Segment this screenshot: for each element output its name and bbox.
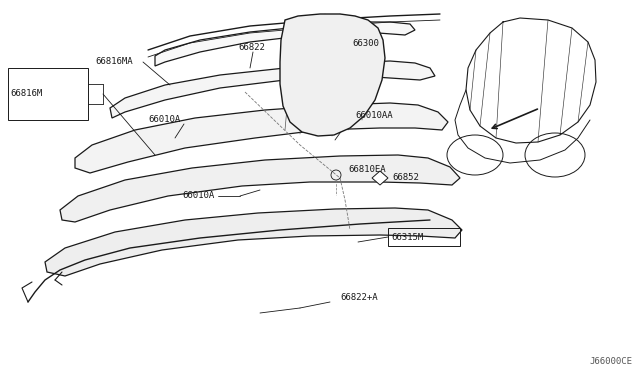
Text: 66810EA: 66810EA bbox=[348, 166, 386, 174]
Polygon shape bbox=[280, 14, 385, 136]
Text: 66315M: 66315M bbox=[391, 234, 423, 243]
Text: 66852: 66852 bbox=[392, 173, 419, 183]
Polygon shape bbox=[60, 155, 460, 222]
Text: 66822: 66822 bbox=[238, 44, 265, 52]
Text: 66816MA: 66816MA bbox=[95, 58, 132, 67]
Polygon shape bbox=[110, 61, 435, 118]
Text: 66822+A: 66822+A bbox=[340, 294, 378, 302]
Text: 66010A: 66010A bbox=[148, 115, 180, 125]
Text: J66000CE: J66000CE bbox=[589, 357, 632, 366]
Polygon shape bbox=[155, 22, 415, 66]
Text: 66816M: 66816M bbox=[10, 90, 42, 99]
Text: 66300: 66300 bbox=[352, 39, 379, 48]
Text: 66010AA: 66010AA bbox=[355, 110, 392, 119]
Polygon shape bbox=[372, 171, 388, 185]
Polygon shape bbox=[75, 103, 448, 173]
Polygon shape bbox=[45, 208, 462, 276]
Text: 66010A: 66010A bbox=[182, 192, 214, 201]
